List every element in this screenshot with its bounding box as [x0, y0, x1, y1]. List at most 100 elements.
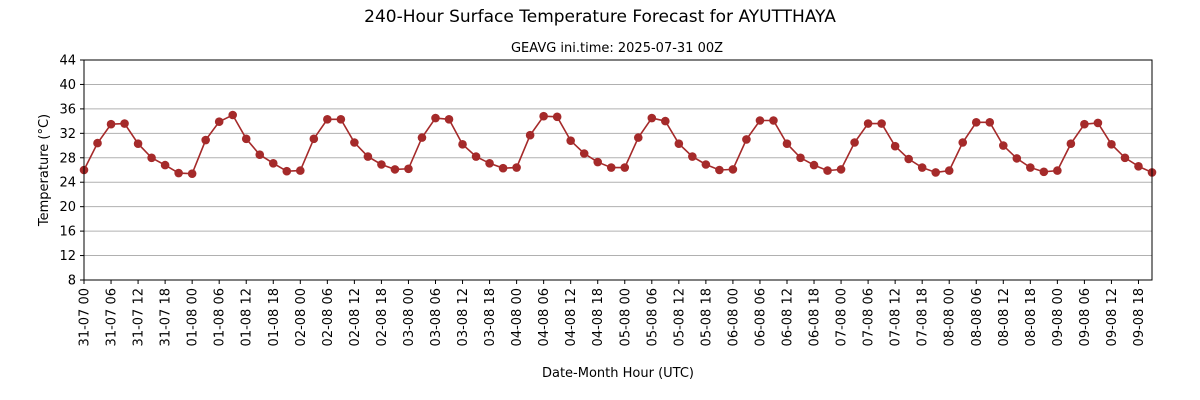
- data-point: [1026, 163, 1035, 172]
- data-point: [120, 119, 129, 128]
- data-point: [728, 165, 738, 174]
- data-point: [1120, 153, 1130, 163]
- data-point: [241, 134, 251, 144]
- data-point: [106, 119, 116, 129]
- y-tick-label: 32: [59, 127, 76, 142]
- data-point: [350, 138, 359, 147]
- x-tick-label: 05-08 06: [645, 288, 660, 346]
- x-tick-label: 31-07 18: [159, 288, 174, 346]
- x-tick-label: 31-07 06: [105, 288, 120, 346]
- y-tick-label: 20: [59, 200, 76, 215]
- data-point: [769, 116, 778, 125]
- data-point: [174, 168, 183, 178]
- data-point: [147, 153, 156, 163]
- data-point: [1066, 139, 1076, 149]
- x-tick-label: 01-08 06: [213, 288, 228, 346]
- y-tick-label: 36: [59, 102, 76, 117]
- data-point: [890, 141, 900, 151]
- data-point: [674, 139, 684, 149]
- data-point: [579, 149, 589, 158]
- data-point: [485, 158, 494, 168]
- chart-subtitle: GEAVG ini.time: 2025-07-31 00Z: [511, 41, 723, 56]
- data-point: [404, 164, 413, 174]
- data-point: [931, 168, 940, 177]
- data-point: [755, 116, 765, 125]
- data-point: [809, 160, 819, 170]
- data-point: [539, 111, 548, 121]
- data-point: [782, 139, 792, 149]
- y-tick-label: 16: [59, 225, 76, 240]
- x-tick-label: 06-08 06: [753, 288, 768, 346]
- x-tick-label: 04-08 00: [510, 288, 525, 346]
- data-point: [552, 112, 562, 122]
- x-tick-label: 05-08 00: [618, 288, 633, 346]
- data-point: [1107, 140, 1116, 149]
- y-tick-label: 24: [59, 176, 76, 191]
- data-point: [525, 130, 535, 140]
- x-tick-label: 03-08 06: [429, 288, 444, 346]
- data-point: [863, 119, 873, 128]
- y-axis-label: Temperature (°C): [37, 114, 52, 227]
- data-point: [1039, 167, 1049, 177]
- data-point: [850, 138, 859, 147]
- data-point: [417, 133, 427, 142]
- x-tick-label: 08-08 18: [1024, 288, 1039, 346]
- data-point: [377, 160, 386, 169]
- data-point: [823, 166, 832, 175]
- data-point: [836, 165, 846, 174]
- data-point: [160, 160, 170, 170]
- data-point: [917, 163, 927, 172]
- data-point: [796, 153, 805, 163]
- data-point: [904, 154, 913, 164]
- data-point: [1053, 166, 1062, 175]
- x-tick-label: 08-08 06: [970, 288, 985, 346]
- data-point: [93, 138, 102, 148]
- x-tick-label: 03-08 18: [483, 288, 498, 346]
- x-tick-label: 31-07 12: [132, 288, 147, 346]
- y-tick-label: 12: [59, 249, 76, 264]
- data-point: [620, 163, 630, 172]
- y-tick-label: 44: [59, 54, 76, 69]
- data-point: [444, 114, 454, 124]
- data-point: [1093, 118, 1103, 128]
- data-point: [498, 163, 508, 173]
- data-point: [296, 166, 305, 175]
- data-point: [688, 152, 697, 161]
- chart-title: 240-Hour Surface Temperature Forecast fo…: [364, 7, 836, 27]
- y-tick-label: 8: [68, 274, 76, 289]
- data-point: [661, 116, 670, 126]
- data-point: [1134, 162, 1143, 171]
- x-tick-label: 01-08 18: [267, 288, 282, 346]
- data-point: [390, 165, 400, 174]
- data-point: [633, 133, 643, 142]
- x-axis: 31-07 00 31-07 06 31-07 12 31-07 18 01-08 00…: [78, 280, 1147, 346]
- x-tick-label: 07-08 12: [889, 288, 904, 346]
- x-tick-label: 09-08 00: [1051, 288, 1066, 346]
- x-tick-label: 09-08 12: [1105, 288, 1120, 346]
- x-axis-label: Date-Month Hour (UTC): [542, 366, 694, 381]
- data-point: [944, 166, 954, 175]
- y-axis: 8 12 16 20 24 28 32 36 40 44: [59, 54, 84, 289]
- x-tick-label: 02-08 12: [348, 288, 363, 346]
- x-tick-label: 04-08 12: [564, 288, 579, 346]
- x-tick-label: 03-08 12: [456, 288, 471, 346]
- data-point: [715, 165, 724, 175]
- x-tick-label: 06-08 18: [808, 288, 823, 346]
- data-point: [998, 141, 1008, 150]
- x-tick-label: 05-08 18: [699, 288, 714, 346]
- data-point: [471, 152, 481, 161]
- data-point: [363, 152, 373, 161]
- x-tick-label: 04-08 06: [537, 288, 552, 346]
- data-point: [606, 163, 616, 172]
- x-tick-label: 05-08 12: [672, 288, 687, 346]
- x-tick-label: 07-08 18: [916, 288, 931, 346]
- x-tick-label: 09-08 06: [1078, 288, 1093, 346]
- x-tick-label: 04-08 18: [591, 288, 606, 346]
- data-point: [268, 158, 278, 168]
- x-tick-label: 08-08 12: [997, 288, 1012, 346]
- data-point: [255, 150, 265, 160]
- x-tick-label: 31-07 00: [78, 288, 93, 346]
- data-point: [187, 169, 197, 178]
- data-point: [701, 160, 711, 169]
- x-tick-label: 06-08 12: [780, 288, 795, 346]
